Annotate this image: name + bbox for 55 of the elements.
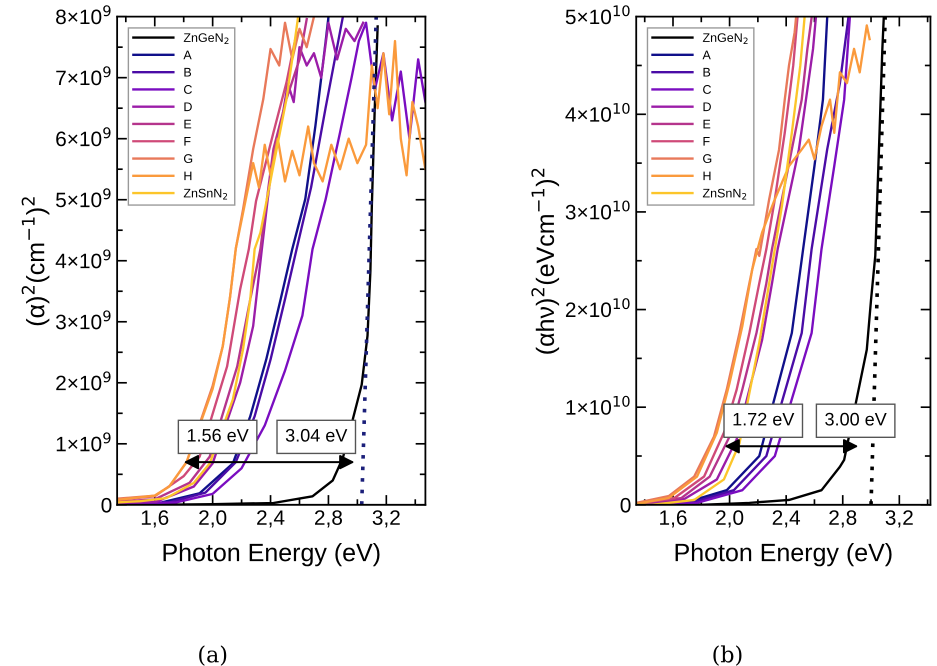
y-tick-label: 3×10$^{9}$	[56, 310, 111, 330]
text: (a)	[199, 645, 226, 666]
x-axis-title: Photon Energy (eV)	[164, 543, 380, 566]
y-tick-label: 8×10$^{9}$	[56, 5, 111, 24]
legend-label: C	[703, 85, 712, 94]
annotation: 1.56 eV	[188, 428, 249, 442]
legend-label: A	[183, 50, 192, 60]
legend-label: E	[184, 120, 192, 128]
x-tick-label: 2,0	[716, 510, 744, 528]
y-tick-label: 2×10$^{9}$	[56, 371, 111, 390]
legend-label: G	[184, 154, 192, 164]
y-axis-title: (α)$^{2}$(cm$^{−1}$)$^{2}$	[22, 197, 50, 326]
x-tick-label: 3,2	[372, 510, 400, 528]
y-tick-label: 3×10$^{10}$	[566, 200, 630, 220]
legend-label: A	[702, 50, 711, 60]
legend-label: F	[184, 137, 191, 146]
legend-label: D	[704, 102, 711, 112]
legend-label: G	[703, 154, 712, 164]
x-tick-label: 2,8	[829, 510, 856, 528]
x-axis-title: Photon Energy (eV)	[676, 543, 892, 566]
legend-label: C	[184, 85, 192, 94]
legend-label: ZnGeN$_{2}$	[184, 33, 228, 44]
x-tick-label: 1,6	[142, 510, 168, 528]
legend-label: D	[184, 102, 192, 112]
legend-label: ZnSnN$_{2}$	[702, 188, 746, 200]
y-tick-label: 0	[101, 498, 112, 513]
x-tick-label: 2,0	[199, 510, 226, 528]
x-tick-label: 1,6	[660, 510, 687, 528]
annotation: 3.04 eV	[286, 428, 348, 442]
legend-label: F	[704, 137, 710, 146]
legend-label: E	[704, 120, 710, 128]
y-tick-label: 7×10$^{9}$	[56, 66, 111, 86]
y-axis-title: (αhν)$^{2}$(eVcm$^{−1}$)$^{2}$	[531, 168, 560, 354]
x-tick-label: 2,4	[772, 510, 800, 528]
y-tick-label: 6×10$^{9}$	[56, 127, 111, 146]
legend-label: B	[184, 68, 192, 77]
y-tick-label: 4×10$^{10}$	[565, 102, 630, 122]
legend-label: H	[184, 172, 192, 180]
annotation: 1.72 eV	[734, 412, 794, 426]
y-tick-label: 4×10$^{9}$	[56, 249, 111, 268]
y-tick-label: 0	[620, 498, 631, 513]
legend-label: H	[704, 172, 710, 180]
annotation: 3.00 eV	[825, 412, 887, 426]
x-tick-label: 2,8	[315, 510, 342, 528]
legend-label: ZnGeN$_{2}$	[702, 33, 748, 44]
y-tick-label: 5×10$^{10}$	[566, 5, 630, 24]
x-tick-label: 2,4	[257, 510, 284, 528]
text: (b)	[713, 645, 742, 666]
x-tick-label: 3,2	[886, 510, 913, 528]
y-tick-label: 2×10$^{10}$	[566, 298, 630, 318]
legend-label: ZnSnN$_{2}$	[184, 188, 228, 200]
legend-label: B	[704, 68, 710, 77]
y-tick-label: 1×10$^{10}$	[566, 396, 630, 415]
y-tick-label: 5×10$^{9}$	[56, 188, 111, 208]
y-tick-label: 1×10$^{9}$	[56, 432, 111, 452]
